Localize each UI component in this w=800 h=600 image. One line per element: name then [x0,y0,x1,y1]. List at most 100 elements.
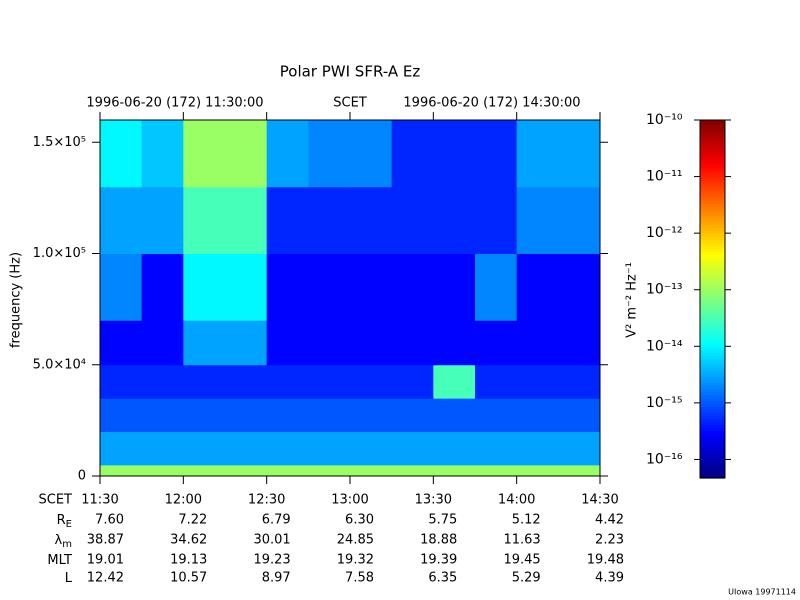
x-tick-label: 14:30 [581,493,618,508]
heatmap-cell [391,364,434,399]
ephemeris-value: 7.58 [345,571,374,586]
colorbar-step [700,475,725,479]
x-tick-label: 14:00 [498,493,535,508]
heatmap-cell [350,320,393,366]
x-tick-label: 11:30 [81,493,118,508]
colorbar-tick-label: 10⁻¹⁶ [646,451,683,467]
heatmap-cell [308,431,351,466]
ephemeris-value: 4.39 [595,571,624,586]
colorbar-step [700,137,725,142]
heatmap-cell [225,398,268,432]
y-tick-label: 1.0×10⁵ [33,246,86,261]
colorbar-step [700,376,725,381]
heatmap-cell [308,398,351,432]
heatmap-cell [433,253,476,321]
heatmap-cell [141,320,184,366]
colorbar-step [700,385,725,390]
colorbar-step [700,239,725,243]
ephemeris-label: RE [57,513,72,531]
heatmap-cell [225,431,268,466]
colorbar-step [700,257,725,261]
ephemeris-value: 19.39 [420,553,457,568]
heatmap-cell [433,364,476,399]
colorbar-label: V² m⁻² Hz⁻¹ [625,262,640,338]
heatmap-cell [100,186,143,254]
x-tick-label: 13:00 [331,493,368,508]
colorbar-step [700,236,725,240]
colorbar-step [700,170,725,175]
colorbar-step [700,296,725,300]
colorbar-step [700,230,725,234]
heatmap-cell [516,398,559,432]
heatmap-cell [308,186,351,254]
heatmap-cell [141,186,184,254]
heatmap-cell [225,120,268,188]
heatmap-cell [225,364,268,399]
colorbar-step [700,472,725,476]
colorbar-step [700,125,725,130]
colorbar-step [700,299,725,303]
colorbar-step [700,460,725,464]
heatmap-cell [225,253,268,321]
heatmap-cell [266,320,309,366]
heatmap-cell [350,120,393,188]
colorbar-step [700,260,725,264]
colorbar-step [700,427,725,431]
colorbar-step [700,388,725,393]
colorbar-step [700,319,725,324]
heatmap-cell [350,364,393,399]
heatmap-cell [475,364,518,399]
colorbar-step [700,316,725,321]
heatmap-cell [266,364,309,399]
heatmap-cell [350,431,393,466]
heatmap-cell [391,320,434,366]
colorbar-step [700,448,725,452]
colorbar-step [700,439,725,443]
heatmap-cell [266,120,309,188]
heatmap-cell [100,253,143,321]
colorbar-step [700,221,725,226]
ephemeris-label: λm [55,533,72,551]
heatmap-cell [225,464,268,477]
y-axis-label: frequency (Hz) [9,252,24,348]
colorbar-step [700,191,725,196]
colorbar-step [700,343,725,348]
heatmap-cell [183,464,226,477]
colorbar-step [700,373,725,378]
heatmap-cell [558,253,601,321]
y-tick-label: 5.0×10⁴ [33,357,86,372]
colorbar-step [700,445,725,449]
colorbar-step [700,397,725,402]
colorbar-step [700,325,725,330]
heatmap-cell [266,464,309,477]
colorbar-step [700,331,725,336]
heatmap-cell [141,120,184,188]
top-label: 1996-06-20 (172) 11:30:00 [86,96,263,111]
heatmap-cell [100,364,143,399]
colorbar-tick-label: 10⁻¹⁵ [646,395,682,411]
heatmap-cell [266,431,309,466]
colorbar-step [700,409,725,413]
heatmap-cell [433,320,476,366]
colorbar-step [700,418,725,422]
colorbar-step [700,293,725,297]
heatmap-cell [475,431,518,466]
colorbar-step [700,403,725,407]
heatmap-cell [475,120,518,188]
colorbar-step [700,433,725,437]
heatmap-cell [183,186,226,254]
heatmap-cell [433,398,476,432]
colorbar-step [700,188,725,193]
heatmap-cell [183,364,226,399]
ephemeris-value: 19.45 [503,553,540,568]
colorbar-step [700,146,725,151]
heatmap-cell [516,320,559,366]
heatmap-cell [266,186,309,254]
x-tick-label: 12:30 [248,493,285,508]
colorbar-step [700,412,725,416]
colorbar-step [700,173,725,178]
heatmap-cell [308,464,351,477]
colorbar-step [700,206,725,211]
heatmap-cell [100,398,143,432]
chart-title: Polar PWI SFR-A Ez [280,63,421,81]
